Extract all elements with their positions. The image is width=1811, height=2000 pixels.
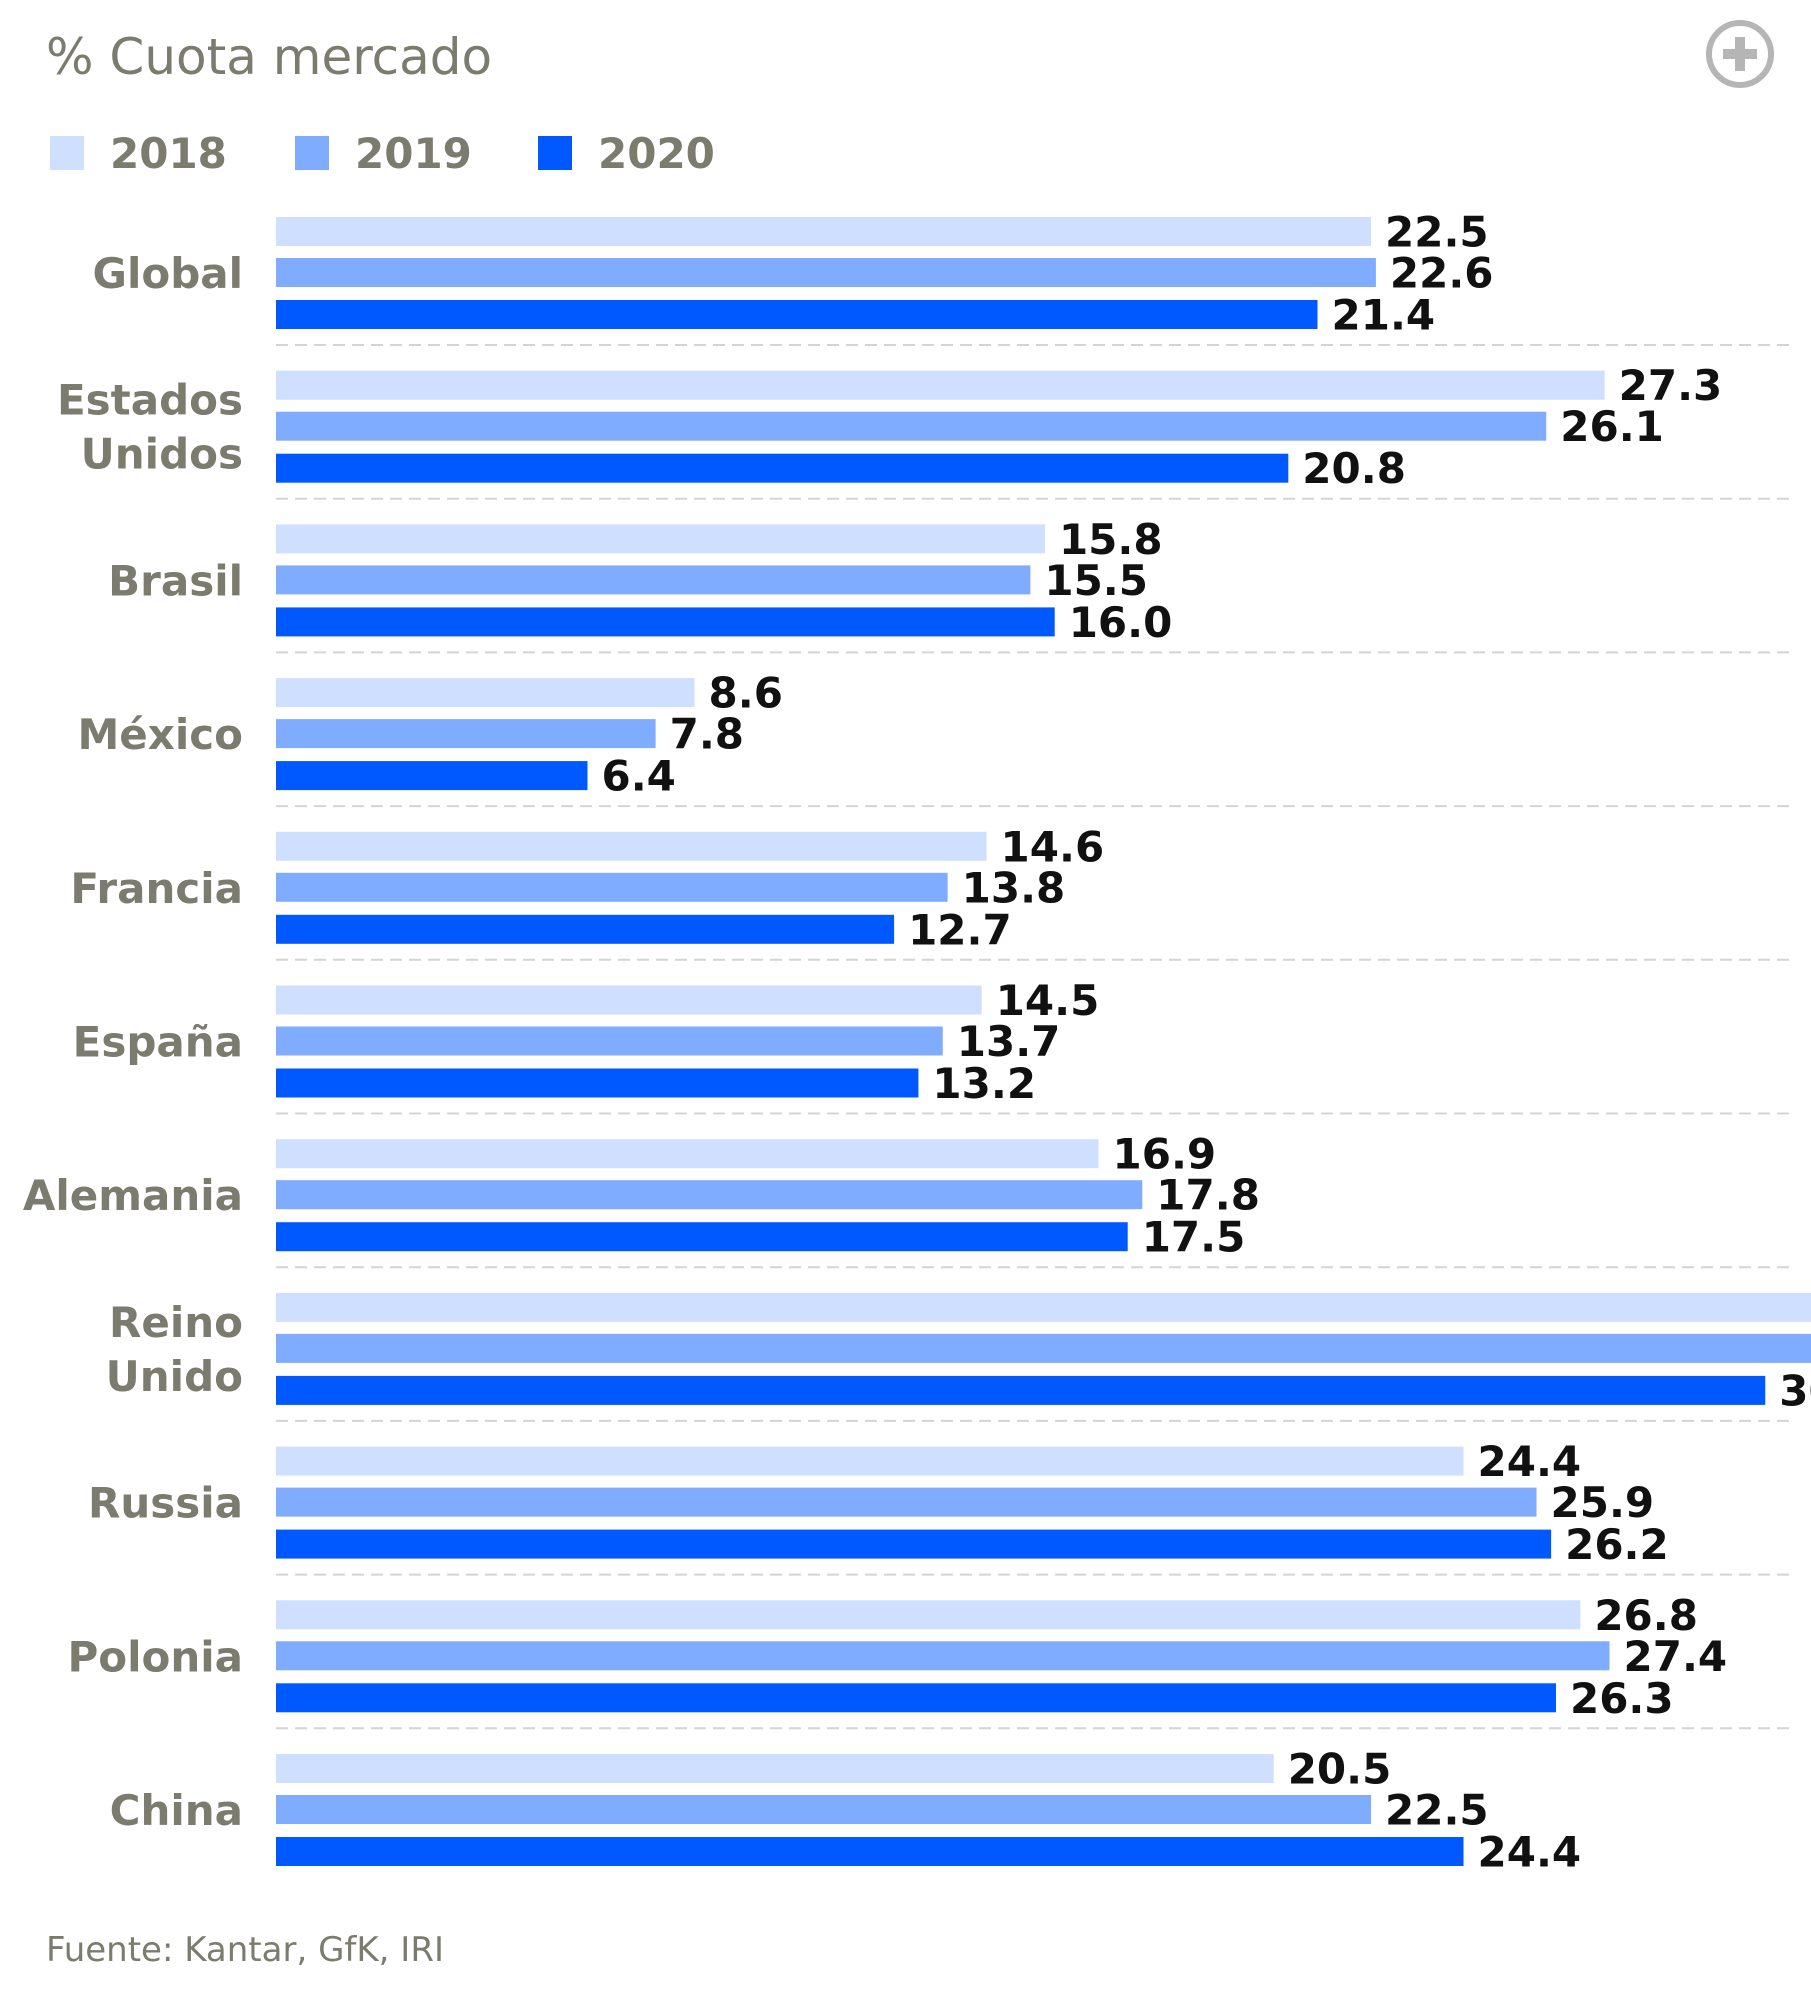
bar-2020	[276, 453, 1289, 483]
legend-item-2019: 2019	[295, 128, 472, 178]
bar-2018	[276, 1446, 1464, 1476]
value-label: 12.7	[908, 905, 1012, 954]
value-label: 22.5	[1385, 208, 1489, 257]
bar-2018	[276, 524, 1045, 554]
bar-2020	[276, 1222, 1128, 1252]
value-label: 16.0	[1069, 598, 1173, 647]
bar-2020	[276, 914, 895, 944]
value-label: 26.2	[1565, 1520, 1669, 1569]
bar-2019	[276, 1333, 1811, 1363]
bar-2018	[276, 678, 695, 708]
value-label: 24.4	[1478, 1828, 1582, 1877]
value-label: 8.6	[709, 669, 783, 718]
value-label: 13.7	[957, 1017, 1061, 1066]
bar-2019	[276, 411, 1547, 441]
bar-2019	[276, 1026, 943, 1056]
value-label: 6.4	[601, 752, 675, 801]
bar-2019	[276, 258, 1376, 287]
legend-swatch-2020	[538, 136, 572, 170]
bar-2018	[276, 831, 987, 861]
bar-2020	[276, 761, 588, 791]
bar-2019	[276, 719, 656, 749]
bar-2019	[276, 1641, 1610, 1671]
legend-item-2020: 2020	[538, 128, 715, 178]
value-label: 30.6	[1779, 1366, 1811, 1415]
value-label: 13.8	[962, 863, 1066, 912]
value-label: 22.6	[1390, 249, 1494, 298]
bar-2019	[276, 1487, 1537, 1517]
value-label: 26.3	[1570, 1674, 1674, 1723]
legend-item-2018: 2018	[50, 128, 227, 178]
category-label: Brasil	[108, 556, 243, 605]
value-label: 27.4	[1624, 1632, 1728, 1681]
bar-2020	[276, 1837, 1464, 1866]
bar-2018	[276, 1292, 1811, 1322]
category-label: España	[73, 1018, 243, 1067]
value-label: 17.8	[1156, 1171, 1260, 1220]
category-label: Global	[92, 249, 243, 298]
value-label: 14.6	[1001, 822, 1105, 871]
category-label: Alemania	[23, 1171, 243, 1220]
value-label: 7.8	[670, 710, 744, 759]
bar-2019	[276, 565, 1031, 595]
value-label: 21.4	[1332, 291, 1436, 340]
value-label: 20.8	[1302, 444, 1406, 493]
category-label: Francia	[70, 864, 243, 913]
bar-2018	[276, 1754, 1274, 1783]
category-label: Unidos	[81, 430, 243, 479]
bar-2018	[276, 1600, 1581, 1630]
category-label: Estados	[57, 376, 243, 425]
bar-2018	[276, 985, 982, 1015]
source-note: Fuente: Kantar, GfK, IRI	[46, 1930, 444, 1970]
bar-2020	[276, 1683, 1556, 1713]
legend-label-2019: 2019	[355, 128, 472, 178]
category-label: México	[77, 710, 243, 759]
bar-2019	[276, 872, 948, 902]
category-label: Unido	[106, 1352, 243, 1401]
category-label: China	[110, 1786, 243, 1835]
category-label: Reino	[109, 1298, 243, 1347]
value-label: 26.1	[1560, 402, 1664, 451]
value-label: 15.5	[1044, 556, 1148, 605]
value-label: 20.5	[1288, 1745, 1392, 1794]
bar-2020	[276, 1529, 1552, 1559]
category-label: Polonia	[67, 1632, 243, 1681]
value-label: 26.8	[1594, 1591, 1698, 1640]
plus-circle-icon[interactable]	[1704, 18, 1776, 90]
category-label: Russia	[88, 1479, 243, 1528]
bar-2018	[276, 370, 1605, 400]
bar-2020	[276, 1068, 919, 1098]
legend-swatch-2018	[50, 136, 84, 170]
legend-swatch-2019	[295, 136, 329, 170]
bar-2018	[276, 1139, 1099, 1169]
value-label: 17.5	[1142, 1213, 1246, 1262]
value-label: 13.2	[932, 1059, 1036, 1108]
bar-2020	[276, 1375, 1766, 1405]
bar-2020	[276, 607, 1055, 637]
chart-title: % Cuota mercado	[46, 28, 493, 86]
legend-label-2020: 2020	[598, 128, 715, 178]
bar-2018	[276, 217, 1372, 246]
bar-2019	[276, 1180, 1143, 1210]
legend-label-2018: 2018	[110, 128, 227, 178]
value-label: 16.9	[1113, 1130, 1217, 1179]
bar-2020	[276, 300, 1318, 329]
value-label: 24.4	[1478, 1437, 1582, 1486]
value-label: 27.3	[1619, 361, 1723, 410]
value-label: 22.5	[1385, 1786, 1489, 1835]
value-label: 15.8	[1059, 515, 1163, 564]
value-label: 25.9	[1551, 1478, 1655, 1527]
value-label: 14.5	[996, 976, 1100, 1025]
bar-2019	[276, 1795, 1372, 1824]
